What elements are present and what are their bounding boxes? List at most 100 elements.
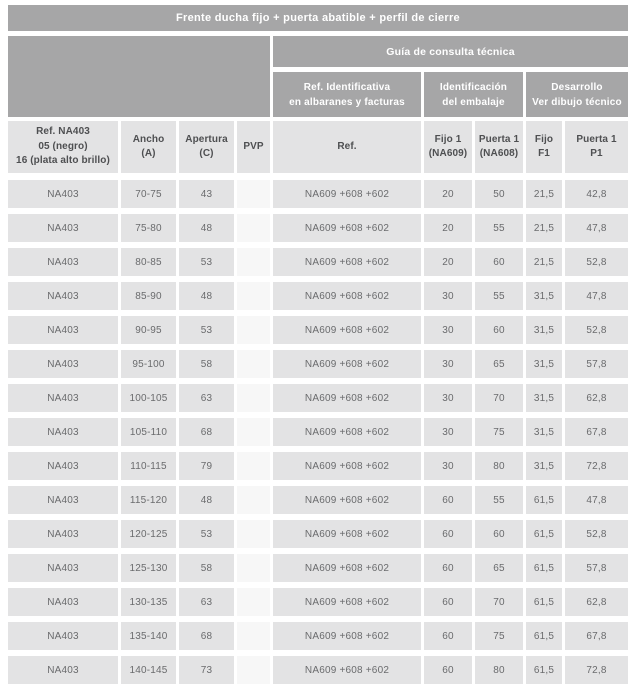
cell-pvp	[237, 214, 270, 242]
cell-puerta1-na608: 60	[475, 316, 523, 344]
cell-puerta1-na608: 65	[475, 554, 523, 582]
cell-puerta1-p1: 57,8	[565, 350, 628, 378]
upper-header-band: Guía de consulta técnica Ref. Identifica…	[8, 36, 628, 117]
cell-fijo-f1: 31,5	[526, 316, 562, 344]
cell-apertura: 79	[179, 452, 234, 480]
table-row: NA403 135-140 68 NA609 +608 +602 60 75 61,5 67,…	[8, 622, 628, 650]
column-header-line: (NA609)	[428, 148, 468, 159]
cell-puerta1-p1: 52,8	[565, 248, 628, 276]
cell-ancho: 70-75	[121, 180, 176, 208]
table-row: NA403 70-75 43 NA609 +608 +602 20 50 21,5 42,8	[8, 180, 628, 208]
cell-fijo1-na609: 30	[424, 384, 472, 412]
column-header-line: Ancho	[132, 133, 165, 145]
cell-puerta1-p1: 57,8	[565, 554, 628, 582]
cell-fijo-f1: 61,5	[526, 520, 562, 548]
product-title: Frente ducha fijo + puerta abatible + pe…	[176, 12, 460, 24]
cell-fijo-f1: 21,5	[526, 248, 562, 276]
cell-puerta1-na608: 80	[475, 452, 523, 480]
cell-apertura: 63	[179, 384, 234, 412]
cell-ref-componentes: NA609 +608 +602	[273, 622, 421, 650]
column-header-ancho: Ancho (A)	[121, 121, 176, 173]
table-row: NA403 115-120 48 NA609 +608 +602 60 55 61,5 47,…	[8, 486, 628, 514]
cell-pvp	[237, 418, 270, 446]
column-header-line: 16 (plata alto brillo)	[16, 155, 110, 167]
cell-ref-modelo: NA403	[8, 656, 118, 684]
cell-ancho: 85-90	[121, 282, 176, 310]
cell-ref-componentes: NA609 +608 +602	[273, 180, 421, 208]
cell-puerta1-na608: 55	[475, 214, 523, 242]
column-header-line: P1	[590, 148, 603, 159]
table-row: NA403 110-115 79 NA609 +608 +602 30 80 31,5 72,…	[8, 452, 628, 480]
table-row: NA403 85-90 48 NA609 +608 +602 30 55 31,5 47,8	[8, 282, 628, 310]
cell-ancho: 100-105	[121, 384, 176, 412]
cell-ref-modelo: NA403	[8, 384, 118, 412]
cell-ref-modelo: NA403	[8, 180, 118, 208]
cell-ancho: 130-135	[121, 588, 176, 616]
cell-pvp	[237, 248, 270, 276]
table-row: NA403 90-95 53 NA609 +608 +602 30 60 31,5 52,8	[8, 316, 628, 344]
cell-puerta1-p1: 72,8	[565, 656, 628, 684]
cell-pvp	[237, 384, 270, 412]
cell-puerta1-p1: 62,8	[565, 384, 628, 412]
cell-pvp	[237, 520, 270, 548]
cell-puerta1-p1: 47,8	[565, 214, 628, 242]
table-row: NA403 100-105 63 NA609 +608 +602 30 70 31,5 62,…	[8, 384, 628, 412]
cell-apertura: 53	[179, 520, 234, 548]
subheader-line: del embalaje	[442, 96, 505, 108]
cell-fijo1-na609: 30	[424, 282, 472, 310]
cell-puerta1-p1: 42,8	[565, 180, 628, 208]
cell-ancho: 75-80	[121, 214, 176, 242]
table-body: NA403 70-75 43 NA609 +608 +602 20 50 21,5 42,8 N…	[8, 180, 628, 684]
subheader-line: Ver dibujo técnico	[532, 96, 622, 108]
cell-ref-componentes: NA609 +608 +602	[273, 350, 421, 378]
cell-fijo1-na609: 30	[424, 452, 472, 480]
cell-ref-componentes: NA609 +608 +602	[273, 248, 421, 276]
column-header-line: Fijo 1	[434, 133, 462, 145]
cell-pvp	[237, 316, 270, 344]
cell-fijo-f1: 61,5	[526, 554, 562, 582]
cell-puerta1-na608: 55	[475, 486, 523, 514]
cell-ancho: 120-125	[121, 520, 176, 548]
cell-fijo1-na609: 20	[424, 214, 472, 242]
column-header-line: Apertura	[185, 133, 228, 145]
cell-ref-modelo: NA403	[8, 418, 118, 446]
cell-ref-componentes: NA609 +608 +602	[273, 520, 421, 548]
table-header-row: Ref. NA403 05 (negro) 16 (plata alto brill…	[8, 121, 628, 173]
cell-ancho: 115-120	[121, 486, 176, 514]
cell-fijo-f1: 31,5	[526, 452, 562, 480]
cell-ref-componentes: NA609 +608 +602	[273, 214, 421, 242]
cell-puerta1-p1: 47,8	[565, 486, 628, 514]
table-row: NA403 105-110 68 NA609 +608 +602 30 75 31,5 67,…	[8, 418, 628, 446]
cell-fijo1-na609: 20	[424, 248, 472, 276]
cell-apertura: 48	[179, 282, 234, 310]
table-row: NA403 120-125 53 NA609 +608 +602 60 60 61,5 52,…	[8, 520, 628, 548]
cell-pvp	[237, 350, 270, 378]
cell-ref-modelo: NA403	[8, 248, 118, 276]
cell-apertura: 53	[179, 316, 234, 344]
column-header-fijo-f1: Fijo F1	[526, 121, 562, 173]
column-header-line: 05 (negro)	[38, 140, 88, 152]
subheader-line: en albaranes y facturas	[289, 96, 405, 108]
cell-ref-componentes: NA609 +608 +602	[273, 554, 421, 582]
cell-ref-modelo: NA403	[8, 554, 118, 582]
column-header-puerta1-p1: Puerta 1 P1	[565, 121, 628, 173]
cell-ref-componentes: NA609 +608 +602	[273, 282, 421, 310]
cell-ref-componentes: NA609 +608 +602	[273, 384, 421, 412]
cell-ref-modelo: NA403	[8, 486, 118, 514]
cell-pvp	[237, 452, 270, 480]
cell-apertura: 63	[179, 588, 234, 616]
cell-puerta1-na608: 80	[475, 656, 523, 684]
cell-apertura: 68	[179, 418, 234, 446]
cell-fijo1-na609: 60	[424, 622, 472, 650]
cell-puerta1-p1: 72,8	[565, 452, 628, 480]
cell-ref-modelo: NA403	[8, 588, 118, 616]
subheader-identificacion-embalaje: Identificación del embalaje	[424, 72, 523, 117]
technical-guide-title: Guía de consulta técnica	[386, 45, 515, 58]
cell-fijo-f1: 31,5	[526, 418, 562, 446]
column-header-pvp: PVP	[237, 121, 270, 173]
column-header-line: (A)	[141, 148, 156, 159]
column-header-line: Fijo	[534, 133, 554, 145]
cell-fijo-f1: 31,5	[526, 384, 562, 412]
column-header-line: (NA608)	[479, 148, 519, 159]
